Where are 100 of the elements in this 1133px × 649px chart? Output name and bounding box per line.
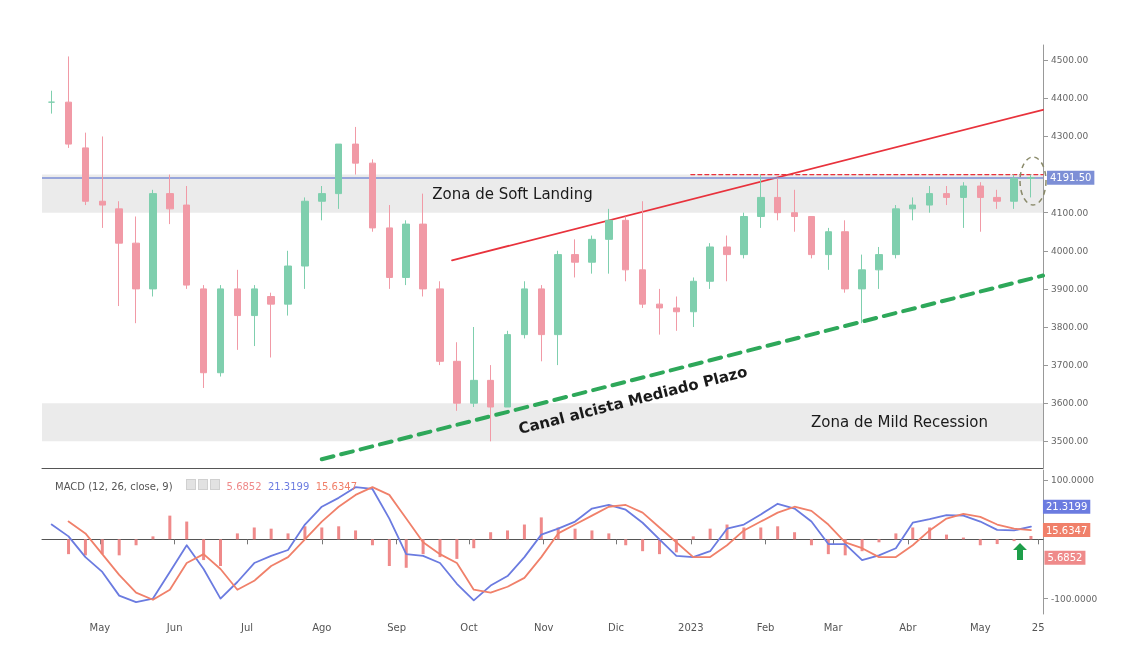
candlestick [82,132,89,206]
candlestick [993,189,1001,210]
candlestick [369,158,376,233]
candlestick [115,200,123,307]
x-tick-label: Dic [608,621,625,633]
y-tick-label: -100.0000 [1051,593,1098,604]
bar [489,532,493,540]
y-tick-label: 3600.00 [1051,398,1089,409]
candlestick [352,126,359,176]
bar [708,528,712,540]
y-tick-label: 4300.00 [1051,131,1089,142]
candlestick [149,189,157,298]
bar [691,536,695,540]
candlestick [99,135,106,229]
candlestick [436,280,444,366]
band-label: Zona de Soft Landing [432,184,593,203]
candlestick [706,242,714,290]
bar [793,532,797,540]
candlestick [926,185,933,214]
candlestick [453,341,461,412]
candlestick [538,284,545,362]
candlestick [892,204,900,259]
candlestick [673,296,680,332]
x-tick-label: Oct [460,621,478,633]
bar [995,539,999,545]
bar [894,533,898,540]
candlestick [217,284,224,378]
bar [67,539,71,555]
candlestick [690,276,697,328]
candlestick [48,90,55,115]
x-tick-label: 2023 [678,621,704,633]
x-tick-label: Jun [165,621,183,633]
candlestick [132,215,140,324]
y-tick-label: 100.0000 [1051,475,1095,486]
bar [218,539,222,566]
bar [134,539,138,546]
bar [455,539,459,559]
y-tick-label: 3500.00 [1051,436,1089,447]
candlestick [301,196,309,290]
candlestick [402,219,410,286]
x-tick-label: Jul [239,621,254,633]
bar [506,530,510,540]
candlestick [774,177,781,221]
x-tick-label: Sep [387,621,406,633]
bar [759,527,763,540]
candlestick [656,288,663,336]
y-tick-label: 3900.00 [1051,283,1089,294]
candlestick [875,246,883,290]
bar [911,527,915,540]
bar [1029,535,1033,540]
bar [404,539,408,568]
bar [776,526,780,540]
bar [320,527,324,540]
candlestick [554,250,562,366]
candlestick [183,185,190,290]
text: MACD (12, 26, close, 9) [55,480,173,492]
y-tick-label: 4100.00 [1051,207,1089,218]
bar [607,533,611,540]
candlestick [740,212,748,259]
candlestick [284,250,292,317]
bar [252,527,256,540]
bar [387,539,391,566]
bar [354,530,358,540]
candlestick [419,193,427,298]
candlestick [335,143,342,210]
candlestick [588,235,596,275]
candlestick [605,208,613,275]
data-label: 21.3199 [1045,501,1088,513]
data-label: 5.6852 [1047,552,1083,564]
bar [641,539,645,552]
bar [235,533,239,540]
text: 5.6852 [226,480,262,492]
candlestick [166,174,174,225]
candlestick [960,181,967,229]
candlestick [487,364,494,442]
x-tick-label: Abr [899,621,918,633]
candlestick [65,55,72,149]
x-tick-label: Nov [533,621,554,633]
y-tick-label: 3700.00 [1051,360,1089,371]
candlestick [1010,174,1018,210]
bar [83,539,87,556]
x-tick-label: Ago [312,621,332,633]
candlestick [808,215,815,259]
bar [573,528,577,540]
ref-line-label: 4191.50 [1050,172,1092,184]
bar [472,539,476,549]
candlestick [386,204,393,290]
bar [168,515,172,540]
candlestick [504,330,511,408]
bar [624,539,628,546]
candlestick [622,215,629,282]
candlestick [318,185,326,221]
bar [151,536,155,540]
bar [809,539,813,546]
y-tick-label: 3800.00 [1051,322,1089,332]
bar [337,526,341,540]
bar [286,533,290,540]
candlestick [909,196,916,221]
candlestick [251,284,258,347]
y-tick-label: 4500.00 [1051,55,1089,66]
